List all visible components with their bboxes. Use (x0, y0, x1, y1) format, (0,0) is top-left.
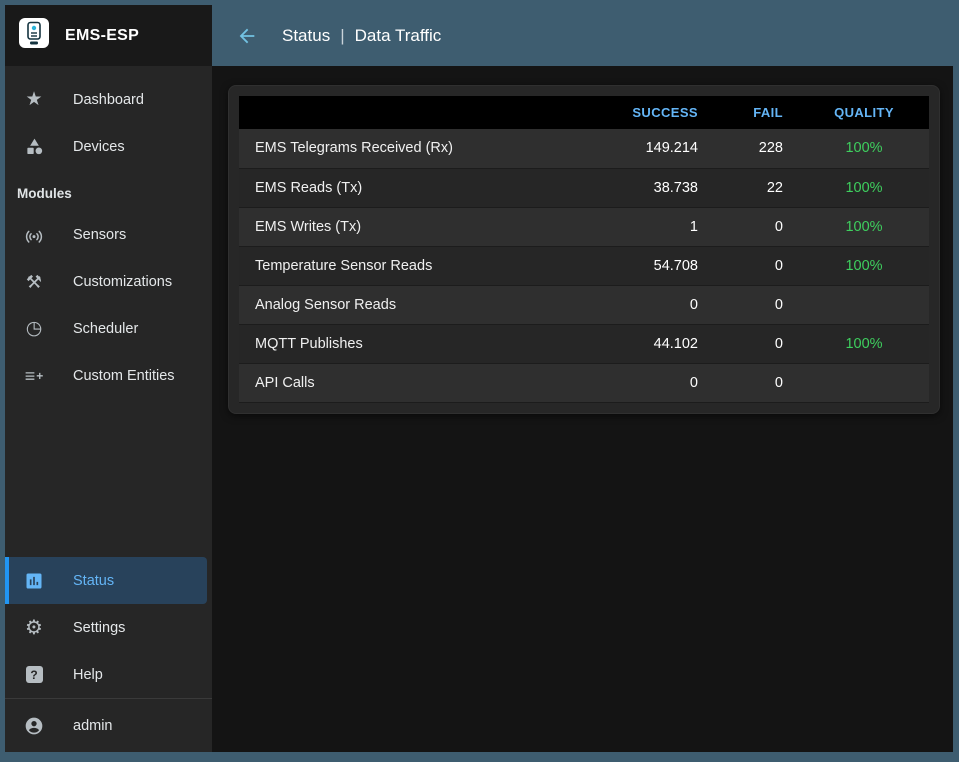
sidebar-item-settings[interactable]: ⚙ Settings (5, 604, 212, 651)
sidebar-item-label: Sensors (73, 226, 127, 243)
row-quality: 100% (799, 129, 929, 169)
row-quality: 100% (799, 324, 929, 364)
sidebar-nav: ★ Dashboard Devices Modules (5, 66, 212, 698)
row-name: EMS Telegrams Received (Rx) (239, 129, 594, 169)
page-title: Status | Data Traffic (282, 26, 441, 46)
tools-icon: ⚒ (25, 271, 43, 292)
star-icon: ★ (25, 89, 43, 110)
main-area: Status | Data Traffic SUCCESS FAIL QUALI… (212, 5, 953, 752)
content-area: SUCCESS FAIL QUALITY EMS Telegrams Recei… (212, 66, 953, 752)
row-success: 38.738 (594, 168, 714, 208)
arrow-left-icon (239, 28, 255, 43)
sidebar-item-scheduler[interactable]: ◷ Scheduler (5, 305, 212, 352)
user-name-label: admin (73, 717, 113, 734)
row-quality: 100% (799, 168, 929, 208)
table-row: EMS Writes (Tx) 1 0 100% (239, 207, 929, 247)
category-icon (21, 137, 47, 156)
row-success: 44.102 (594, 324, 714, 364)
row-name: Analog Sensor Reads (239, 285, 594, 325)
header-fail: FAIL (714, 96, 799, 129)
row-success: 0 (594, 285, 714, 325)
clock-icon: ◷ (25, 318, 43, 339)
row-name: EMS Writes (Tx) (239, 207, 594, 247)
gear-icon: ⚙ (25, 616, 43, 639)
app-title: EMS-ESP (65, 26, 140, 44)
sidebar: EMS-ESP ★ Dashboard Devices Modules (5, 5, 212, 752)
row-success: 54.708 (594, 246, 714, 286)
table-row: Temperature Sensor Reads 54.708 0 100% (239, 246, 929, 286)
row-fail: 0 (714, 324, 799, 364)
page-title-section: Status (282, 25, 331, 45)
table-row: Analog Sensor Reads 0 0 (239, 285, 929, 325)
row-quality (799, 363, 929, 403)
sidebar-item-label: Settings (73, 619, 126, 636)
help-icon: ? (21, 666, 47, 683)
sidebar-item-label: Scheduler (73, 320, 139, 337)
modules-section-label: Modules (17, 186, 72, 201)
bar-chart-icon (21, 571, 47, 591)
sidebar-item-label: Customizations (73, 273, 173, 290)
user-account-icon (21, 716, 47, 736)
ems-esp-logo-icon (19, 18, 49, 53)
sidebar-item-devices[interactable]: Devices (5, 123, 212, 170)
sidebar-item-label: Help (73, 666, 103, 683)
row-name: Temperature Sensor Reads (239, 246, 594, 286)
row-fail: 228 (714, 129, 799, 169)
page-title-separator: | (340, 25, 345, 45)
row-name: EMS Reads (Tx) (239, 168, 594, 208)
table-row: EMS Reads (Tx) 38.738 22 100% (239, 168, 929, 208)
table-header: SUCCESS FAIL QUALITY (239, 96, 929, 129)
row-quality: 100% (799, 207, 929, 247)
header-quality: QUALITY (799, 96, 929, 129)
sidebar-item-label: Devices (73, 138, 125, 155)
sidebar-item-status[interactable]: Status (5, 557, 207, 604)
sidebar-item-label: Dashboard (73, 91, 144, 108)
back-button[interactable] (230, 19, 264, 53)
playlist-add-icon: ≡ + (24, 365, 44, 386)
row-quality (799, 285, 929, 325)
row-success: 0 (594, 363, 714, 403)
row-fail: 0 (714, 207, 799, 247)
row-quality: 100% (799, 246, 929, 286)
sidebar-item-sensors[interactable]: Sensors (5, 211, 212, 258)
sidebar-item-customizations[interactable]: ⚒ Customizations (5, 258, 212, 305)
row-fail: 0 (714, 285, 799, 325)
sidebar-item-label: Custom Entities (73, 367, 175, 384)
sensors-icon (21, 225, 47, 245)
topbar: Status | Data Traffic (212, 5, 953, 66)
table-row: EMS Telegrams Received (Rx) 149.214 228 … (239, 129, 929, 169)
table-row: API Calls 0 0 (239, 363, 929, 403)
row-name: MQTT Publishes (239, 324, 594, 364)
header-success: SUCCESS (594, 96, 714, 129)
sidebar-header: EMS-ESP (5, 5, 212, 66)
sidebar-item-admin[interactable]: admin (5, 698, 212, 752)
row-success: 149.214 (594, 129, 714, 169)
data-traffic-table: SUCCESS FAIL QUALITY EMS Telegrams Recei… (239, 96, 929, 403)
page-title-page: Data Traffic (354, 25, 442, 45)
row-success: 1 (594, 207, 714, 247)
row-fail: 0 (714, 246, 799, 286)
row-fail: 0 (714, 363, 799, 403)
sidebar-item-custom-entities[interactable]: ≡ + Custom Entities (5, 352, 212, 399)
data-traffic-card: SUCCESS FAIL QUALITY EMS Telegrams Recei… (228, 85, 940, 414)
row-name: API Calls (239, 363, 594, 403)
sidebar-item-help[interactable]: ? Help (5, 651, 212, 698)
sidebar-item-dashboard[interactable]: ★ Dashboard (5, 76, 212, 123)
row-fail: 22 (714, 168, 799, 208)
sidebar-spacer (5, 399, 212, 557)
table-row: MQTT Publishes 44.102 0 100% (239, 324, 929, 364)
sidebar-item-label: Status (73, 572, 115, 589)
header-name (239, 96, 594, 129)
